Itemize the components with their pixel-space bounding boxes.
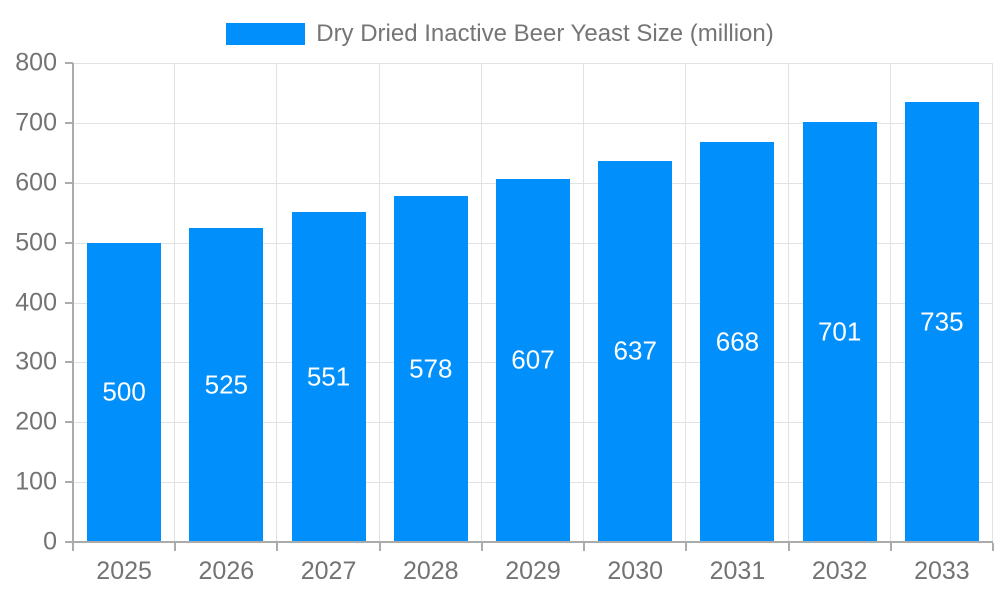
x-axis-tick [889, 543, 892, 551]
v-gridline [480, 63, 482, 542]
legend: Dry Dried Inactive Beer Yeast Size (mill… [0, 20, 1000, 48]
bar[interactable]: 578 [393, 195, 468, 542]
bar[interactable]: 607 [496, 178, 570, 542]
bar-value-label: 551 [306, 361, 351, 392]
y-tick-label: 0 [43, 527, 57, 556]
x-axis-tick [276, 543, 279, 551]
h-gridline [73, 63, 993, 64]
bar[interactable]: 701 [802, 122, 877, 542]
x-tick-label: 2027 [300, 557, 357, 585]
v-gridline [685, 63, 687, 542]
legend-label: Dry Dried Inactive Beer Yeast Size (mill… [316, 20, 774, 47]
plot-area: 500 525 551 578 607 637 668 701 735 [73, 63, 993, 542]
y-tick-label: 800 [15, 48, 57, 77]
y-axis-tick [65, 301, 73, 304]
x-axis-tick [583, 543, 586, 551]
v-gridline [276, 63, 278, 542]
bar-value-label: 701 [817, 316, 862, 347]
v-gridline [378, 63, 380, 542]
v-gridline [992, 63, 993, 542]
h-gridline [73, 122, 993, 124]
x-axis-tick [480, 543, 483, 551]
bar[interactable]: 500 [87, 242, 162, 542]
y-axis-tick [65, 421, 73, 424]
bar-value-label: 607 [511, 344, 555, 375]
bar[interactable]: 735 [904, 101, 979, 542]
y-tick-label: 100 [15, 467, 57, 496]
bar[interactable]: 637 [598, 160, 673, 542]
x-tick-label: 2025 [96, 557, 152, 585]
y-axis-tick [65, 481, 73, 484]
x-tick-label: 2030 [607, 557, 664, 585]
x-tick-label: 2026 [198, 557, 255, 585]
v-gridline [889, 63, 891, 542]
bar-value-label: 735 [920, 306, 964, 337]
x-tick-label: 2028 [402, 557, 459, 585]
x-tick-label: 2031 [709, 557, 766, 585]
bar[interactable]: 668 [700, 142, 775, 542]
bar[interactable]: 525 [189, 227, 264, 542]
bar-value-label: 637 [613, 335, 657, 366]
y-axis-tick [65, 541, 73, 543]
y-tick-label: 700 [15, 108, 57, 137]
bar-value-label: 668 [715, 326, 760, 357]
x-axis-tick [72, 543, 74, 551]
x-tick-label: 2029 [505, 557, 561, 585]
y-axis-tick [65, 241, 73, 244]
bar-value-label: 525 [204, 369, 249, 400]
x-axis-tick [378, 543, 381, 551]
y-tick-label: 300 [15, 347, 57, 376]
legend-item[interactable]: Dry Dried Inactive Beer Yeast Size (mill… [226, 20, 774, 48]
y-tick-label: 600 [15, 168, 57, 197]
legend-marker-icon [226, 23, 306, 45]
y-tick-label: 500 [15, 228, 57, 257]
x-axis-line [65, 541, 993, 543]
x-axis-tick [685, 543, 688, 551]
y-axis-tick [65, 62, 73, 64]
y-axis-line [72, 63, 74, 550]
y-tick-label: 200 [15, 407, 57, 436]
v-gridline [174, 63, 176, 542]
x-axis-tick [992, 543, 994, 551]
y-axis-tick [65, 361, 73, 364]
x-axis-tick [174, 543, 177, 551]
bar-value-label: 578 [409, 353, 453, 384]
y-axis-tick [65, 121, 73, 124]
x-tick-label: 2032 [811, 557, 868, 585]
x-axis-tick [787, 543, 790, 551]
y-axis-tick [65, 181, 73, 184]
bar-value-label: 500 [102, 376, 146, 407]
x-tick-label: 2033 [914, 557, 970, 585]
y-tick-label: 400 [15, 288, 57, 316]
v-gridline [787, 63, 789, 542]
v-gridline [583, 63, 585, 542]
bar[interactable]: 551 [291, 212, 366, 542]
